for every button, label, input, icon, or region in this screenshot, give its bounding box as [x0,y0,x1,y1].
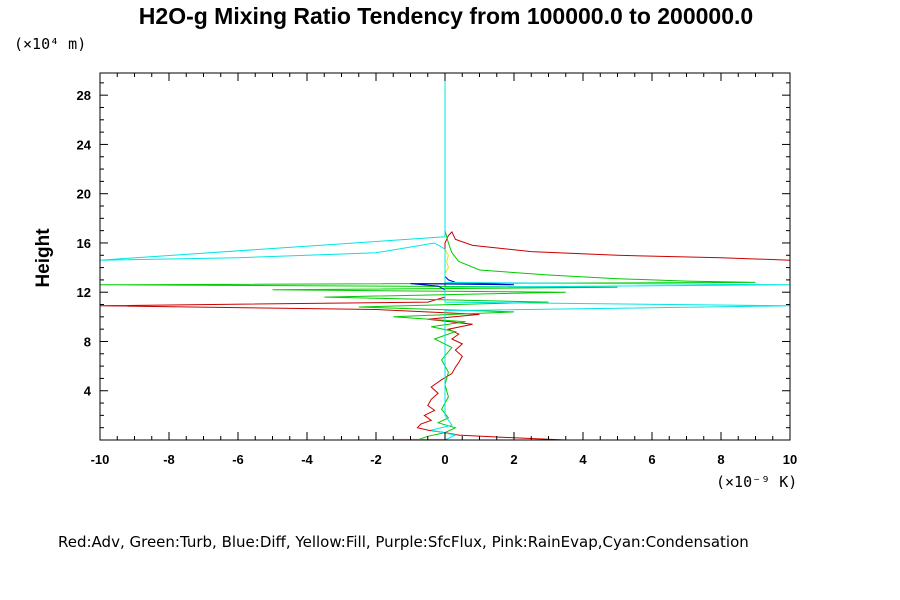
legend-text: Red:Adv, Green:Turb, Blue:Diff, Yellow:F… [58,533,749,551]
y-axis-label: Height [33,228,54,288]
x-tick-label: 4 [579,452,587,467]
x-tick-label: 6 [648,452,655,467]
x-tick-label: 8 [717,452,724,467]
x-tick-label: 2 [510,452,517,467]
x-tick-label: -6 [232,452,244,467]
y-tick-label: 12 [77,285,91,300]
series-fill-line [444,248,449,274]
series-diff-line [410,272,515,295]
x-tick-label: -4 [301,452,313,467]
x-tick-label: 0 [441,452,448,467]
x-tick-label: -2 [370,452,382,467]
x-tick-label: -10 [91,452,110,467]
y-tick-label: 4 [84,384,92,399]
y-tick-label: 20 [77,187,91,202]
y-units-label: (×10⁴ m) [14,35,86,53]
y-tick-label: 24 [77,137,92,152]
series-turb-line [100,73,756,440]
x-tick-label: -8 [163,452,175,467]
chart-title: H2O-g Mixing Ratio Tendency from 100000.… [139,3,753,29]
series-condensation-line [100,73,790,440]
y-tick-label: 16 [77,236,91,251]
y-tick-label: 28 [77,88,91,103]
y-tick-label: 8 [84,334,91,349]
x-tick-label: 10 [783,452,797,467]
x-units-label: (×10⁻⁹ K) [716,473,797,491]
